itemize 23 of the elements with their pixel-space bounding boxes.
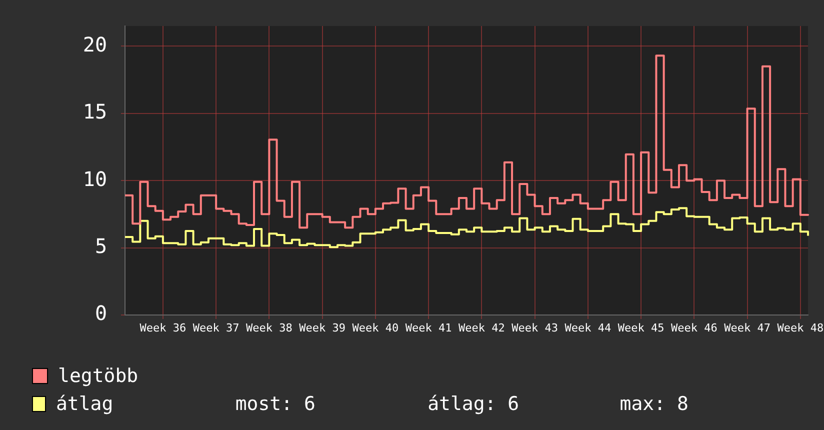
x-tick-label: Week 42 xyxy=(458,321,505,334)
y-tick-label: 15 xyxy=(82,100,107,124)
x-tick-label: Week 38 xyxy=(246,321,292,334)
x-tick-label: Week 37 xyxy=(192,321,240,334)
x-tick-label: Week 44 xyxy=(564,321,612,334)
x-tick-label: Week 43 xyxy=(512,321,558,334)
x-tick-label: Week 46 xyxy=(670,321,718,334)
text: most: 6 xyxy=(235,393,316,415)
legend-label: legtöbb xyxy=(58,365,140,387)
x-tick-label: Week 40 xyxy=(352,321,399,334)
x-tick-label: Week 48 xyxy=(777,321,824,334)
x-tick-label: Week 41 xyxy=(405,321,452,334)
y-tick-label: 0 xyxy=(94,301,107,326)
x-tick-label: Week 45 xyxy=(618,321,664,334)
y-tick-label: 10 xyxy=(82,166,107,191)
x-tick-label: Week 39 xyxy=(299,321,346,334)
legend-label: átlag xyxy=(56,393,114,415)
text: átlag: 6 xyxy=(428,393,520,415)
y-tick-label: 5 xyxy=(94,234,107,258)
text: max: 8 xyxy=(620,393,690,415)
x-tick-label: Week 36 xyxy=(140,321,186,334)
x-tick-label: Week 47 xyxy=(724,321,770,334)
y-tick-label: 20 xyxy=(82,32,107,56)
